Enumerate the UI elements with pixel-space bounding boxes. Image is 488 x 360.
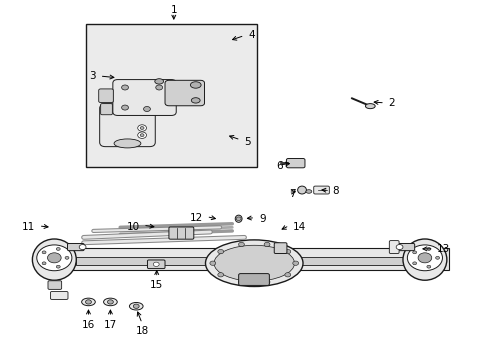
Text: 17: 17 [103,320,117,330]
Circle shape [412,251,416,254]
FancyBboxPatch shape [48,281,61,289]
Circle shape [264,280,269,284]
Text: 4: 4 [248,30,255,40]
Text: 3: 3 [89,71,96,81]
Text: 12: 12 [189,213,203,222]
Circle shape [37,245,72,271]
Bar [293,257,402,265]
Text: 18: 18 [135,326,148,336]
Circle shape [285,273,290,277]
Circle shape [56,265,60,268]
FancyBboxPatch shape [50,292,68,300]
Ellipse shape [214,245,294,281]
Ellipse shape [365,104,374,109]
Ellipse shape [32,239,76,280]
Text: 1: 1 [170,5,177,15]
Circle shape [122,105,128,110]
Circle shape [143,107,150,112]
Circle shape [140,127,144,130]
FancyBboxPatch shape [67,243,84,251]
Circle shape [292,261,298,265]
Text: 2: 2 [387,98,394,108]
Circle shape [217,273,223,277]
Circle shape [65,256,69,259]
Circle shape [153,262,159,266]
Ellipse shape [305,190,311,193]
Circle shape [426,265,430,268]
FancyBboxPatch shape [274,243,286,253]
FancyBboxPatch shape [388,240,398,253]
FancyBboxPatch shape [147,260,164,269]
Ellipse shape [81,298,95,306]
Circle shape [407,245,442,271]
Text: 13: 13 [436,244,449,254]
Ellipse shape [191,98,200,103]
Circle shape [85,300,91,304]
FancyBboxPatch shape [101,104,112,115]
Text: 14: 14 [293,222,306,231]
Bar [86,24,256,167]
Text: 5: 5 [244,137,251,147]
FancyBboxPatch shape [397,243,414,251]
Ellipse shape [155,79,163,84]
Ellipse shape [114,139,141,148]
Circle shape [285,249,290,254]
Circle shape [236,217,241,221]
Circle shape [42,251,46,254]
Text: 9: 9 [259,214,265,224]
Circle shape [435,256,439,259]
FancyBboxPatch shape [286,158,305,168]
Text: 6: 6 [276,161,282,171]
FancyBboxPatch shape [113,80,176,116]
Text: 7: 7 [289,189,295,199]
FancyBboxPatch shape [164,80,204,106]
Circle shape [264,242,269,247]
Text: 15: 15 [150,280,163,291]
Text: 16: 16 [81,320,95,330]
Circle shape [122,85,128,90]
Circle shape [238,280,244,284]
Circle shape [138,125,146,131]
Text: 11: 11 [21,222,35,232]
Text: 10: 10 [126,222,140,231]
Circle shape [238,242,244,247]
Circle shape [47,253,61,263]
FancyBboxPatch shape [238,274,269,285]
FancyBboxPatch shape [168,227,193,239]
Ellipse shape [235,215,242,222]
Circle shape [417,253,431,263]
Bar [76,257,212,265]
Ellipse shape [190,82,201,88]
Ellipse shape [129,302,143,310]
Circle shape [56,248,60,251]
FancyBboxPatch shape [99,89,113,103]
Circle shape [217,249,223,254]
Circle shape [79,244,86,249]
Polygon shape [40,248,448,270]
Circle shape [156,85,162,90]
FancyBboxPatch shape [313,186,329,194]
Circle shape [412,262,416,265]
Circle shape [107,300,113,304]
Ellipse shape [297,186,306,194]
Circle shape [133,304,139,309]
Circle shape [140,134,144,136]
Ellipse shape [103,298,117,306]
Circle shape [138,132,146,138]
Circle shape [426,248,430,251]
Circle shape [209,261,215,265]
Ellipse shape [205,240,303,287]
Circle shape [42,262,46,265]
Circle shape [395,244,402,249]
FancyBboxPatch shape [100,104,155,147]
Ellipse shape [402,239,446,280]
Text: 8: 8 [331,186,338,197]
